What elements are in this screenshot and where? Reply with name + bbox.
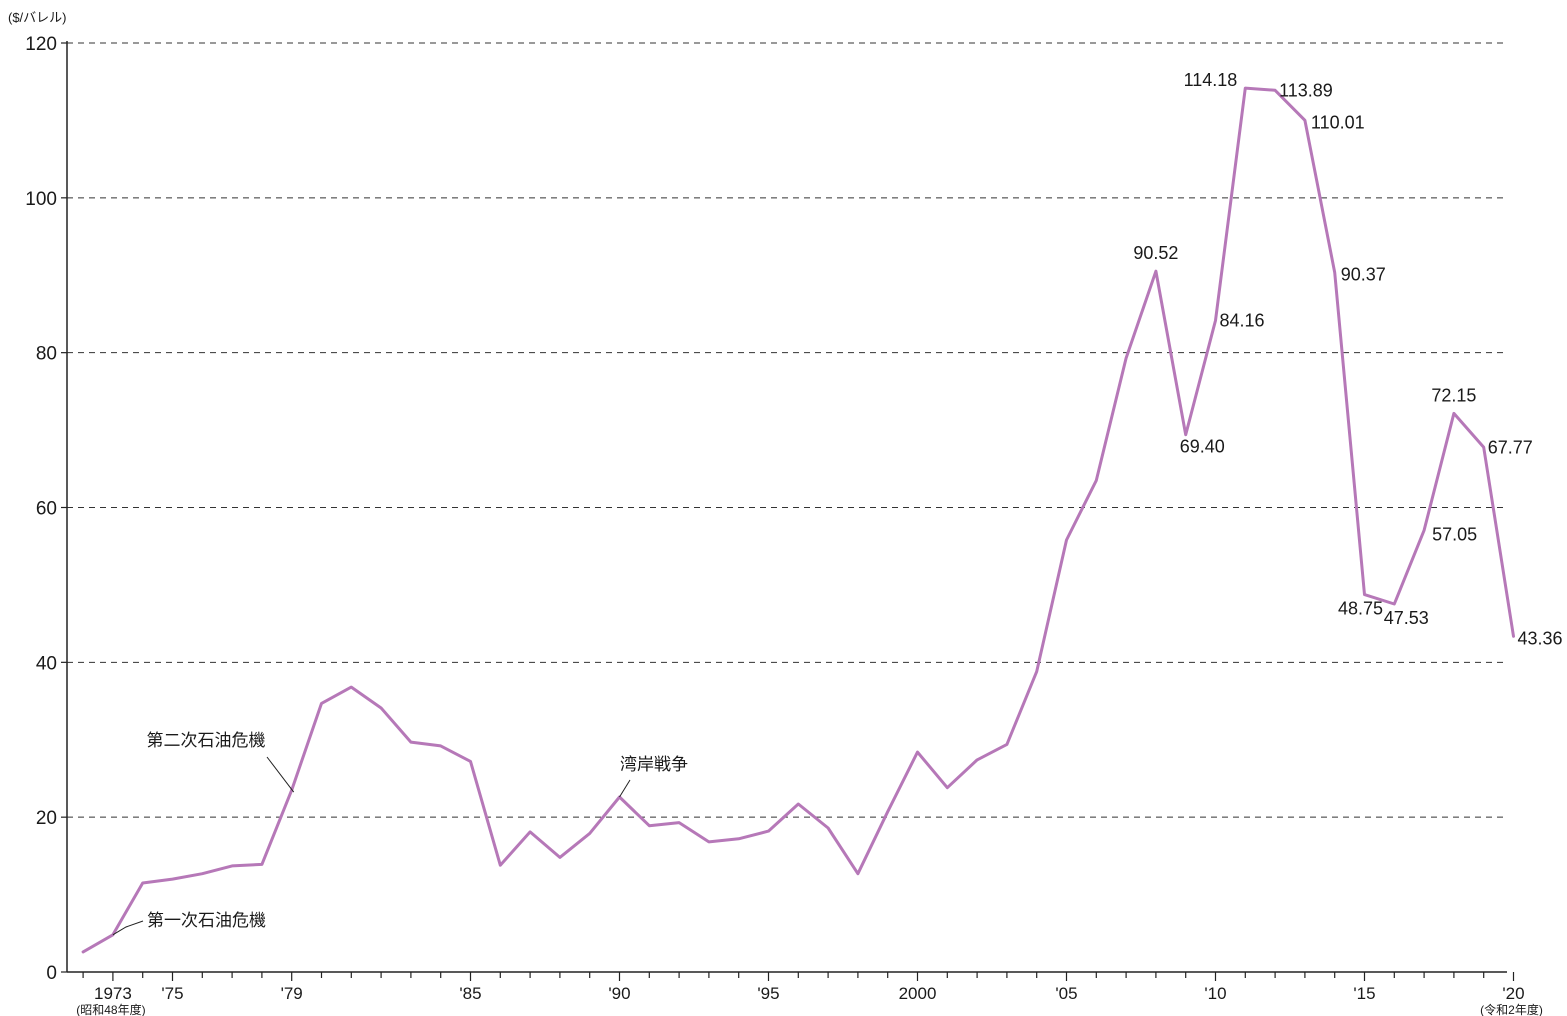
x-tick-label-1975: '75 [161,984,183,1003]
data-label-2018: 72.15 [1431,385,1476,405]
annotation-leader-1979 [266,756,295,793]
x-tick-label-2015: '15 [1353,984,1375,1003]
data-label-2008: 90.52 [1133,243,1178,263]
x-tick-label-1995: '95 [757,984,779,1003]
x-tick-sublabel-1973: (昭和48年度) [76,1002,145,1016]
y-tick-label-0: 0 [46,963,57,984]
y-tick-label-60: 60 [36,499,57,520]
x-tick-label-2005: '05 [1055,984,1077,1003]
axes [61,41,1515,981]
x-tick-label-2010: '10 [1204,984,1226,1003]
y-tick-label-20: 20 [36,808,57,829]
annotation-label-1973: 第一次石油危機 [147,911,266,930]
y-tick-label-100: 100 [25,189,57,210]
data-label-2016: 47.53 [1384,608,1429,628]
data-label-2020: 43.36 [1518,628,1563,648]
gridlines [67,42,1507,818]
data-label-2013: 110.01 [1311,112,1365,132]
y-tick-label-80: 80 [36,344,57,365]
x-tick-labels: 1973(昭和48年度) '75 '79 '85 '90 '95 2000 '05 '10 '15… [76,984,1543,1016]
x-tick-label-2000: 2000 [899,984,937,1003]
data-label-2014: 90.37 [1341,264,1386,284]
series-layer [81,86,1515,954]
data-label-2010: 84.16 [1220,310,1265,330]
y-tick-labels: 0 20 40 60 80 100 120 [25,34,57,984]
annotation-leader-1973 [112,920,144,936]
x-tick-label-1979: '79 [281,984,303,1003]
y-axis-unit-label: ($/バレル) [8,10,67,25]
x-tick-label-1990: '90 [608,984,630,1003]
data-label-2012: 113.89 [1279,80,1333,100]
annotation-label-1990: 湾岸戦争 [620,755,688,774]
x-tick-label-1973: 1973 [94,984,132,1003]
annotation-label-1979: 第二次石油危機 [147,731,266,750]
x-tick-label-1985: '85 [459,984,481,1003]
data-label-2015: 48.75 [1338,599,1383,619]
data-label-2017: 57.05 [1432,524,1477,544]
data-label-2019: 67.77 [1488,437,1533,457]
data-label-2009: 69.40 [1180,437,1225,457]
data-label-2011: 114.18 [1184,70,1238,90]
series-line-0 [81,86,1515,954]
x-tick-label-2020: '20 [1502,984,1524,1003]
data-labels: 90.52 69.40 84.16 114.18 113.89 110.01 90.37 48… [1133,70,1562,648]
x-tick-sublabel-2020: (令和2年度) [1480,1002,1543,1016]
annotation-leader-1990 [619,779,631,798]
y-tick-label-40: 40 [36,653,57,674]
y-tick-label-120: 120 [25,34,57,55]
